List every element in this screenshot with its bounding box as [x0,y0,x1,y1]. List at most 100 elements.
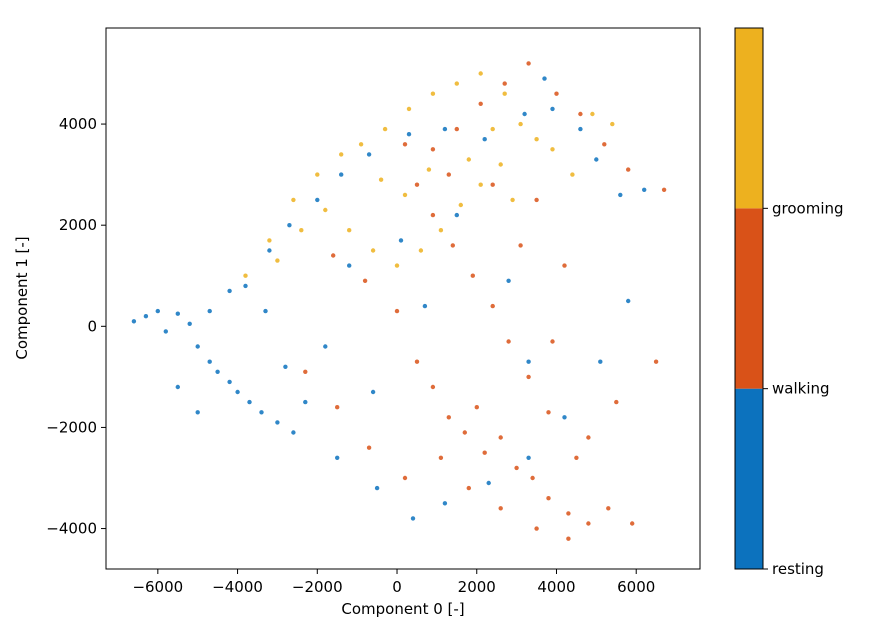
data-points-layer [131,61,667,541]
data-point [590,111,595,117]
data-point [446,415,451,420]
data-point [510,197,515,203]
y-axis-label: Component 1 [-] [13,236,31,359]
data-point [454,212,459,218]
x-tick-label: −4000 [212,578,263,596]
data-point [554,91,559,96]
data-point [562,263,567,268]
data-point [438,228,444,233]
data-point [430,384,436,390]
data-point [502,91,507,96]
data-point [514,465,519,471]
data-point [394,308,400,314]
data-point [446,172,451,177]
data-point [370,389,376,395]
data-point [323,344,328,349]
data-point [291,197,296,203]
y-tick-label: 4000 [59,115,97,133]
data-point [478,71,483,76]
data-point [610,121,615,127]
data-point [454,81,459,86]
x-tick-label: −2000 [292,578,343,596]
data-point [454,126,459,132]
data-point [482,450,487,455]
y-axis-ticks: −4000 −2000 0 2000 4000 [46,115,106,538]
data-point [518,121,523,127]
data-point [522,111,527,117]
data-point [542,76,547,81]
data-point [426,167,432,172]
data-point [374,485,380,491]
data-point [430,91,436,96]
data-point [247,399,252,405]
data-point [526,374,531,380]
data-point [303,369,308,374]
data-point [259,410,264,415]
data-point [402,142,408,147]
data-point [566,536,571,541]
data-point [347,228,352,233]
data-point [466,157,471,162]
data-point [474,405,479,410]
data-point [566,511,571,516]
data-point [490,182,495,187]
data-point [406,106,412,112]
data-point [394,263,400,268]
data-point [283,364,288,369]
data-point [466,485,471,491]
colorbar-segment-grooming [735,28,763,209]
data-point [498,506,503,511]
data-point [243,273,248,278]
colorbar-label: walking [772,380,830,398]
data-point [335,455,340,460]
data-point [402,475,408,481]
data-point [291,430,296,435]
data-point [347,263,352,268]
data-point [574,455,579,460]
data-point [358,142,364,147]
data-point [331,253,336,258]
data-point [614,399,619,405]
data-point [378,177,384,182]
data-point [366,152,372,157]
data-point [287,223,292,228]
data-point [339,152,344,157]
data-point [335,405,340,410]
data-point [642,187,647,192]
data-point [414,359,420,364]
data-point [315,197,320,203]
data-point [339,172,344,177]
data-point [299,228,304,233]
data-point [578,126,583,132]
data-point [486,480,491,486]
data-point [578,111,583,117]
data-point [653,359,659,364]
data-point [530,475,535,481]
data-point [235,389,240,395]
data-point [526,359,531,364]
data-point [546,410,551,415]
data-point [526,455,531,460]
data-point [550,106,555,112]
data-point [534,526,539,531]
x-tick-label: 6000 [617,578,655,596]
data-point [498,162,503,167]
data-point [382,126,388,132]
data-point [626,167,631,172]
data-point [442,501,448,506]
data-point [195,344,200,349]
data-point [534,197,539,203]
data-point [586,435,591,440]
data-point [418,248,424,253]
data-point [430,212,436,218]
data-point [450,243,455,248]
colorbar-frame [734,27,764,570]
data-point [422,303,428,309]
x-tick-label: 4000 [537,578,575,596]
data-point [458,202,463,208]
data-point [275,420,280,425]
data-point [518,243,523,248]
data-point [502,81,507,86]
data-point [550,339,555,344]
